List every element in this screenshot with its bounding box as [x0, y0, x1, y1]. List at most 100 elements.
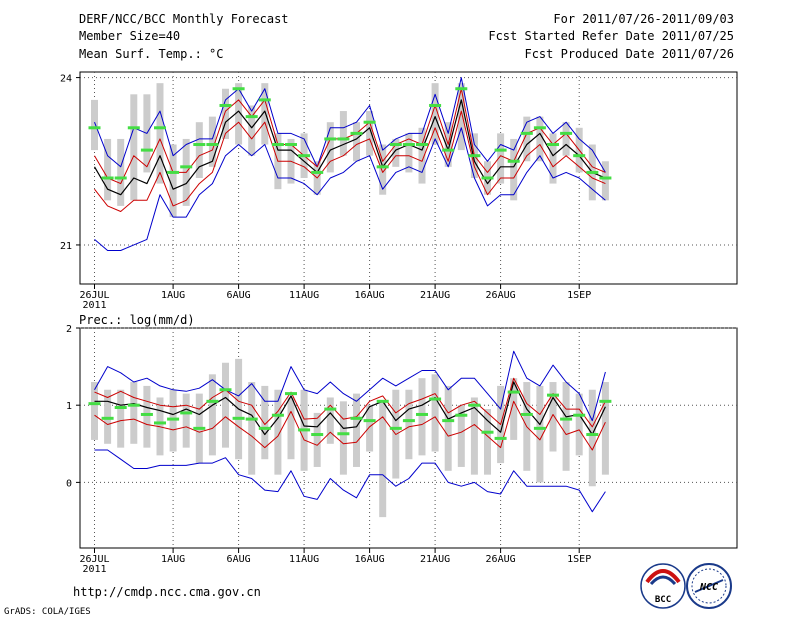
temperature-median-mark [547, 143, 559, 147]
precipitation-box [405, 389, 413, 460]
precipitation-box [575, 393, 583, 456]
precipitation-median-mark [533, 426, 546, 430]
precipitation-box [353, 393, 360, 467]
temperature-mean-line [93, 99, 606, 196]
temperature-median-mark [481, 176, 494, 180]
precipitation-xtick-label: 11AUG [289, 554, 319, 565]
precipitation-ytick-label: 0 [66, 478, 72, 489]
precipitation-box [313, 412, 321, 467]
temperature-median-mark [350, 131, 363, 135]
precipitation-box [222, 362, 229, 448]
temperature-inner-low-line [94, 110, 606, 212]
temperature-box [457, 83, 465, 151]
precipitation-ytick-label: 1 [66, 401, 72, 412]
precipitation-median-mark [285, 392, 297, 396]
temperature-box [523, 116, 531, 162]
temperature-median-mark [140, 148, 153, 152]
temperature-median-mark [560, 131, 573, 135]
temperature-median-mark [429, 103, 442, 107]
temperature-median-mark [311, 170, 324, 174]
precipitation-median-mark [481, 430, 494, 434]
temperature-median-mark [533, 126, 546, 130]
precipitation-inner-high-line [94, 377, 606, 428]
grads-credit: GrADS: COLA/IGES [4, 607, 91, 617]
temperature-box [549, 133, 557, 184]
temperature-median-mark [507, 159, 520, 163]
temperature-median-mark [245, 115, 258, 119]
precipitation-median-mark [114, 406, 127, 410]
temperature-xtick-label: 1SEP [567, 290, 591, 301]
temperature-median-mark [416, 143, 428, 147]
temperature-inner-high-line [94, 88, 606, 185]
precipitation-median-mark [337, 432, 350, 436]
bcc-logo: BCC [640, 563, 686, 609]
precipitation-median-mark [180, 411, 193, 415]
precipitation-median-mark [154, 421, 166, 425]
precipitation-median-mark [363, 419, 376, 423]
precipitation-mean-line [94, 381, 606, 436]
temperature-box [130, 94, 138, 201]
temperature-median-mark [402, 143, 415, 147]
precipitation-median-mark [101, 416, 114, 420]
temperature-median-mark [376, 165, 389, 169]
temperature-median-mark [285, 143, 297, 147]
precipitation-box [339, 401, 347, 475]
precipitation-xtick-label: 26AUG [486, 554, 516, 565]
temperature-frame [79, 71, 738, 285]
precipitation-box [431, 374, 439, 452]
temperature-box [208, 116, 216, 167]
temperature-median-mark [324, 137, 337, 141]
precipitation-xtick-label: 16AUG [355, 554, 385, 565]
precipitation-median-mark [455, 413, 468, 417]
precipitation-median-mark [298, 428, 311, 432]
precipitation-median-mark [219, 388, 232, 392]
precipitation-box [484, 409, 491, 475]
precipitation-xtick-year: 2011 [82, 564, 106, 575]
precipitation-box [536, 385, 544, 483]
forecast-produced-date: Fcst Produced Date 2011/07/26 [524, 47, 734, 61]
temperature-box [195, 122, 203, 178]
precipitation-median-mark [127, 403, 140, 407]
temperature-box [392, 138, 400, 167]
precipitation-median-mark [520, 412, 533, 416]
temperature-median-mark [232, 87, 245, 91]
precipitation-box [366, 405, 374, 452]
precipitation-box [117, 389, 125, 448]
temperature-median-mark [206, 143, 219, 147]
precipitation-median-mark [88, 402, 101, 406]
temperature-median-mark [101, 176, 114, 180]
temperature-box [222, 88, 229, 139]
bcc-logo-text: BCC [655, 595, 671, 605]
temperature-box [169, 144, 177, 218]
precipitation-median-mark [402, 419, 415, 423]
temperature-median-mark [363, 120, 376, 124]
precipitation-median-mark [507, 390, 520, 394]
temperature-xtick-label: 11AUG [289, 290, 319, 301]
temperature-box [562, 122, 570, 156]
temperature-box [418, 127, 426, 184]
temperature-box [431, 83, 439, 145]
precipitation-median-mark [324, 407, 337, 411]
precipitation-median-mark [271, 413, 284, 417]
temperature-median-mark [389, 143, 402, 147]
temperature-median-mark [180, 165, 193, 169]
temperature-median-mark [468, 154, 481, 158]
temperature-median-mark [193, 143, 206, 147]
variable-label: Mean Surf. Temp.: °C [79, 47, 224, 61]
precip-variable-label: Prec.: log(mm/d) [79, 313, 195, 327]
precipitation-median-mark [350, 416, 363, 420]
precipitation-median-mark [573, 413, 586, 417]
precipitation-median-mark [376, 399, 389, 403]
precipitation-xtick-label: 6AUG [227, 554, 251, 565]
temperature-box [261, 83, 269, 145]
precipitation-box [91, 382, 98, 440]
temperature-box [497, 133, 505, 184]
temperature-box [235, 83, 243, 145]
temperature-xtick-label: 6AUG [227, 290, 251, 301]
precipitation-box [470, 397, 478, 475]
footer-url: http://cmdp.ncc.cma.gov.cn [73, 585, 261, 599]
temperature-median-mark [586, 170, 599, 174]
precipitation-xtick-label: 21AUG [420, 554, 450, 565]
precipitation-median-mark [245, 417, 258, 421]
